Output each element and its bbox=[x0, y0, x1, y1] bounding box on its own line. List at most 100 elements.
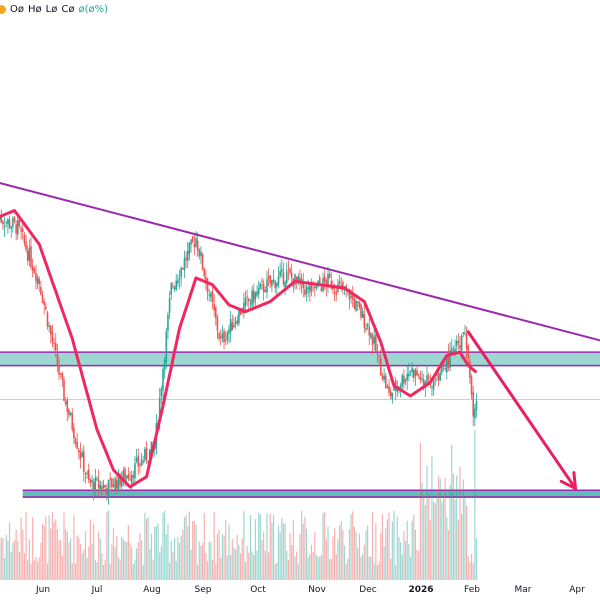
candle-body bbox=[117, 472, 120, 492]
volume-bar bbox=[403, 531, 405, 580]
candle-body bbox=[5, 222, 8, 224]
volume-bar bbox=[109, 563, 111, 580]
volume-bar bbox=[190, 549, 192, 580]
candle-body bbox=[0, 216, 3, 223]
projection-arrow-head bbox=[559, 471, 577, 491]
volume-bar bbox=[315, 555, 318, 580]
candle-body bbox=[248, 298, 250, 302]
candle-body bbox=[304, 289, 306, 295]
candle-body bbox=[462, 332, 465, 334]
candle-body bbox=[360, 304, 362, 318]
volume-bar bbox=[279, 532, 281, 580]
candle-body bbox=[168, 298, 171, 313]
candle-body bbox=[427, 376, 430, 379]
candle-body bbox=[102, 484, 105, 489]
volume-bar bbox=[89, 519, 91, 580]
volume-bar bbox=[307, 557, 309, 580]
volume-bar bbox=[154, 526, 156, 580]
candle-body bbox=[59, 373, 62, 375]
candle-body bbox=[130, 475, 133, 484]
volume-bar bbox=[264, 550, 266, 580]
volume-bar bbox=[449, 484, 451, 580]
x-tick-label: Jun bbox=[35, 585, 50, 595]
volume-bar bbox=[408, 543, 410, 580]
volume-bar bbox=[357, 548, 359, 580]
volume-bar bbox=[231, 539, 233, 580]
volume-bar bbox=[188, 511, 190, 580]
volume-bar bbox=[251, 551, 253, 580]
candle-body bbox=[127, 474, 130, 480]
volume-bar bbox=[131, 547, 133, 580]
volume-bar bbox=[220, 557, 222, 580]
volume-bar bbox=[177, 536, 179, 580]
volume-bar bbox=[406, 520, 408, 580]
volume-bar bbox=[343, 545, 346, 580]
candle-body bbox=[64, 401, 67, 405]
candle-body bbox=[191, 236, 194, 242]
candle-body bbox=[144, 449, 146, 461]
volume-bar bbox=[266, 513, 268, 580]
candle-body bbox=[239, 309, 242, 315]
x-tick-label: Aug bbox=[143, 585, 161, 595]
volume-bar bbox=[248, 552, 250, 580]
candle-body bbox=[116, 480, 118, 489]
candle-body bbox=[135, 458, 138, 462]
volume-bar bbox=[345, 564, 347, 580]
volume-bar bbox=[198, 541, 200, 580]
volume-bar bbox=[433, 501, 435, 580]
volume-bar bbox=[340, 521, 342, 580]
volume-bar bbox=[79, 543, 82, 580]
volume-bar bbox=[322, 513, 324, 580]
candle-body bbox=[307, 287, 309, 290]
candle-body bbox=[436, 374, 438, 376]
volume-bar bbox=[413, 515, 415, 580]
volume-bar bbox=[289, 533, 291, 580]
volume-bar bbox=[360, 556, 362, 580]
x-tick-label: Mar bbox=[515, 585, 532, 595]
candle-body bbox=[294, 274, 296, 285]
volume-bar bbox=[187, 526, 189, 580]
candle-body bbox=[13, 217, 16, 222]
candle-body bbox=[386, 386, 389, 389]
candle-body bbox=[350, 295, 352, 298]
volume-bar bbox=[111, 544, 113, 580]
symbol-dot-icon bbox=[0, 5, 6, 14]
candle-body bbox=[282, 272, 285, 285]
volume-bar bbox=[122, 539, 124, 580]
volume-bar bbox=[319, 556, 321, 580]
volume-bar bbox=[302, 523, 304, 580]
candle-body bbox=[218, 332, 220, 339]
volume-bar bbox=[276, 562, 278, 580]
volume-bar bbox=[380, 533, 382, 580]
volume-bar bbox=[418, 550, 420, 580]
candle-body bbox=[87, 469, 90, 480]
volume-bar bbox=[76, 535, 78, 580]
candle-body bbox=[92, 482, 95, 492]
volume-bar bbox=[291, 544, 293, 580]
volume-bar bbox=[96, 562, 98, 580]
volume-bar bbox=[43, 525, 45, 580]
volume-bar bbox=[211, 559, 214, 580]
candle-body bbox=[297, 276, 300, 284]
volume-bar bbox=[228, 524, 230, 580]
candle-body bbox=[383, 375, 385, 380]
volume-bar bbox=[342, 529, 344, 580]
candle-body bbox=[43, 301, 45, 306]
candle-body bbox=[208, 294, 210, 296]
volume-bar bbox=[444, 477, 446, 580]
candle-body bbox=[12, 218, 14, 227]
volume-bar bbox=[367, 525, 369, 580]
volume-bar bbox=[294, 556, 296, 580]
volume-bar bbox=[60, 539, 62, 580]
volume-bar bbox=[150, 533, 153, 580]
volume-bar bbox=[439, 479, 441, 580]
volume-bar bbox=[292, 520, 294, 580]
candle-body bbox=[226, 332, 229, 341]
volume-bar bbox=[94, 560, 96, 580]
candle-body bbox=[221, 333, 224, 339]
volume-bar bbox=[27, 560, 29, 580]
candle-body bbox=[178, 278, 181, 280]
candle-body bbox=[305, 286, 308, 294]
